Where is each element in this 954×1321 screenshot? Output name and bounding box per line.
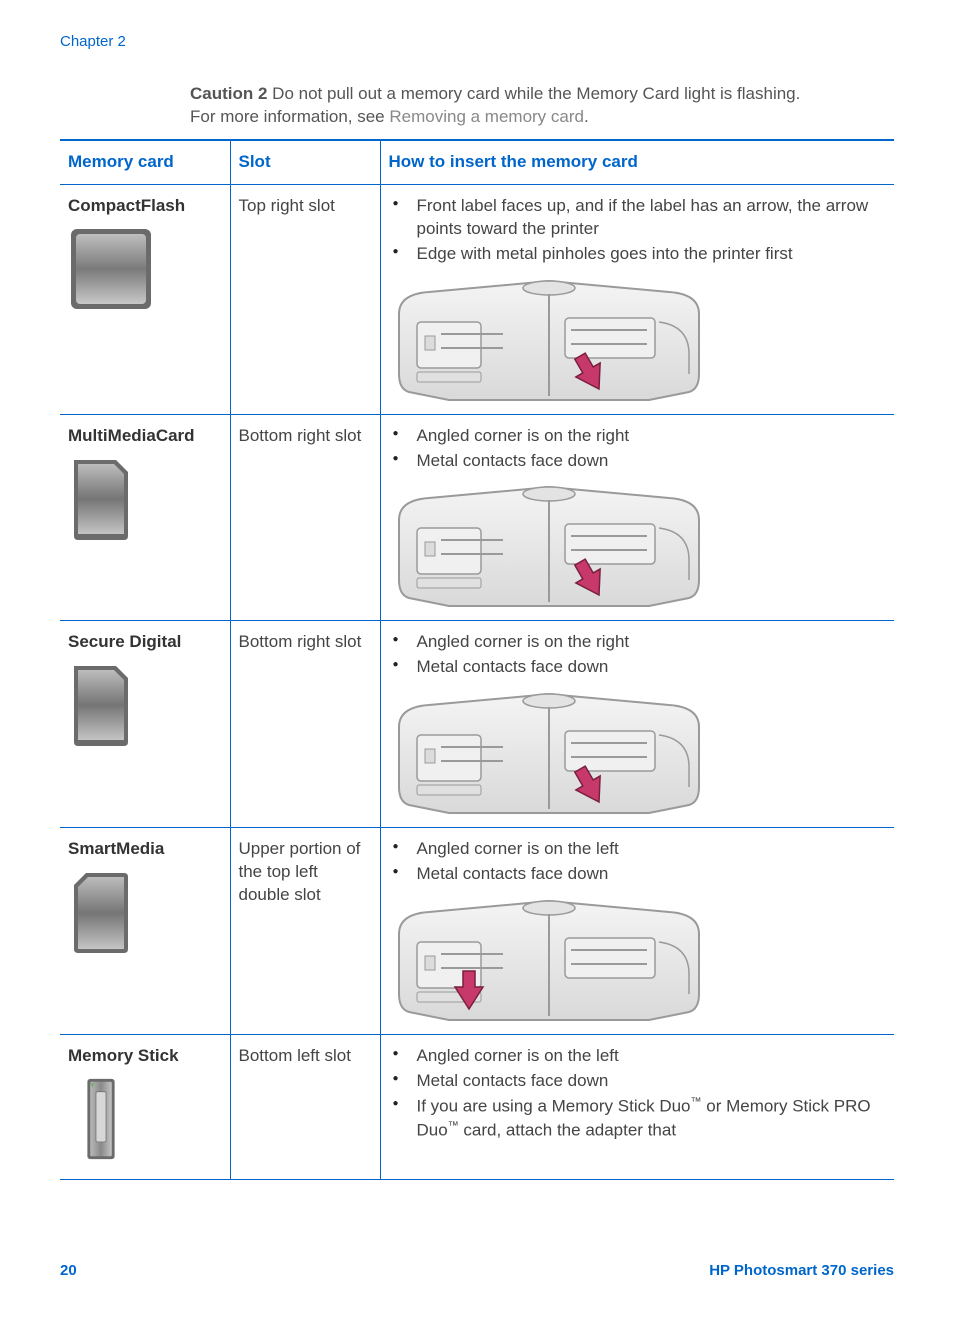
instruction-list: Angled corner is on the rightMetal conta… [389, 425, 883, 473]
table-row: Memory Stick Bottom left slotAngled corn… [60, 1035, 894, 1180]
card-name: SmartMedia [68, 838, 218, 861]
card-icon [68, 456, 134, 542]
caution-body-after: . [584, 107, 589, 126]
instruction-list: Front label faces up, and if the label h… [389, 195, 883, 266]
cell-memory-card: SmartMedia [60, 828, 230, 1035]
instruction-item: Metal contacts face down [417, 450, 883, 473]
card-name: MultiMediaCard [68, 425, 218, 448]
cell-memory-card: MultiMediaCard [60, 414, 230, 621]
card-name: Secure Digital [68, 631, 218, 654]
cell-memory-card: Secure Digital [60, 621, 230, 828]
instruction-item: Angled corner is on the left [417, 1045, 883, 1068]
cell-slot: Top right slot [230, 184, 380, 414]
card-icon [68, 1076, 134, 1162]
cell-slot: Bottom right slot [230, 414, 380, 621]
instruction-item: Front label faces up, and if the label h… [417, 195, 883, 241]
card-icon [68, 226, 154, 312]
instruction-list: Angled corner is on the leftMetal contac… [389, 838, 883, 886]
card-icon [68, 869, 134, 955]
table-row: MultiMediaCard Bottom right slotAngled c… [60, 414, 894, 621]
table-header-slot: Slot [230, 140, 380, 184]
instruction-item: Angled corner is on the right [417, 425, 883, 448]
printer-diagram [389, 480, 709, 610]
cell-slot: Upper portion of the top left double slo… [230, 828, 380, 1035]
cell-memory-card: CompactFlash [60, 184, 230, 414]
table-row: CompactFlash Top right slot Front label f… [60, 184, 894, 414]
caution-text: Caution 2 Do not pull out a memory card … [190, 83, 830, 129]
page-number: 20 [60, 1261, 77, 1281]
printer-diagram [389, 894, 709, 1024]
card-name: Memory Stick [68, 1045, 218, 1068]
instruction-item: Angled corner is on the right [417, 631, 883, 654]
caution-label: Caution 2 [190, 84, 267, 103]
printer-diagram [389, 274, 709, 404]
instruction-item: Edge with metal pinholes goes into the p… [417, 243, 883, 266]
instruction-item: If you are using a Memory Stick Duo™ or … [417, 1095, 883, 1142]
cell-slot: Bottom left slot [230, 1035, 380, 1180]
cell-memory-card: Memory Stick [60, 1035, 230, 1180]
cell-howto: Angled corner is on the rightMetal conta… [380, 621, 894, 828]
table-header-howto: How to insert the memory card [380, 140, 894, 184]
card-icon [68, 662, 134, 748]
cell-howto: Front label faces up, and if the label h… [380, 184, 894, 414]
product-name: HP Photosmart 370 series [709, 1261, 894, 1281]
table-row: Secure Digital Bottom right slotAngled c… [60, 621, 894, 828]
card-name: CompactFlash [68, 195, 218, 218]
cell-howto: Angled corner is on the leftMetal contac… [380, 1035, 894, 1180]
instruction-list: Angled corner is on the leftMetal contac… [389, 1045, 883, 1142]
instruction-item: Metal contacts face down [417, 863, 883, 886]
cell-howto: Angled corner is on the leftMetal contac… [380, 828, 894, 1035]
instruction-item: Metal contacts face down [417, 1070, 883, 1093]
table-header-memory: Memory card [60, 140, 230, 184]
page-footer: 20 HP Photosmart 370 series [60, 1261, 894, 1281]
caution-link[interactable]: Removing a memory card [389, 107, 584, 126]
memory-card-table: Memory card Slot How to insert the memor… [60, 139, 894, 1180]
instruction-item: Angled corner is on the left [417, 838, 883, 861]
instruction-item: Metal contacts face down [417, 656, 883, 679]
cell-slot: Bottom right slot [230, 621, 380, 828]
table-row: SmartMedia Upper portion of the top left… [60, 828, 894, 1035]
printer-diagram [389, 687, 709, 817]
chapter-link[interactable]: Chapter 2 [60, 33, 126, 50]
instruction-list: Angled corner is on the rightMetal conta… [389, 631, 883, 679]
cell-howto: Angled corner is on the rightMetal conta… [380, 414, 894, 621]
